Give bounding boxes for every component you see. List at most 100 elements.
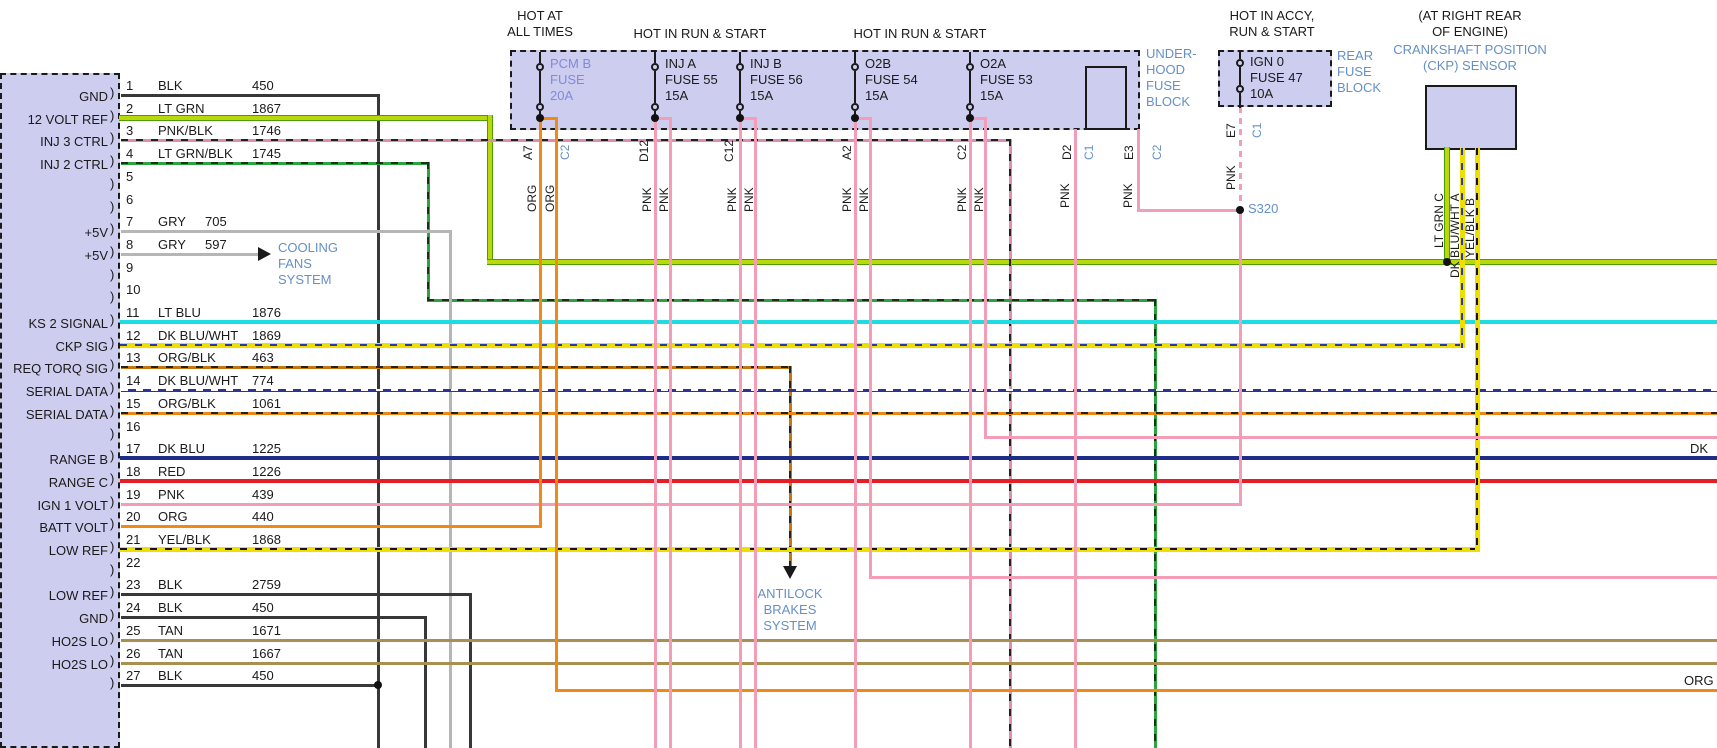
pin-number: 3 [126,123,134,138]
wire-blk-450-pin1 [120,93,380,97]
pin-wire-color: YEL/BLK [158,532,211,547]
vlabel-pnk: PNK [640,187,654,212]
header-line: RUN & START [1229,24,1315,39]
fuse-element [739,71,741,103]
pin-circuit-number: 1671 [252,623,281,638]
wire-org-pcmb-feed [554,688,1717,692]
wire-blk-450-pin24 [120,615,427,619]
wire-stripe [789,365,791,568]
pin-wire-color: GRY [158,214,186,229]
vlabel-org: ORG [525,184,539,212]
wire-stripe [120,162,430,164]
wire-stripe [1461,147,1463,348]
pin-function-label: LOW REF [48,543,108,558]
wire-pnk-e3 [1136,128,1140,212]
fuse-label: INJ A [665,56,697,71]
fuse-terminal [651,63,659,71]
wire-pnk-o2b-1 [853,116,857,748]
pin-wire-color: TAN [158,646,184,661]
fuse-label: 15A [665,88,689,103]
wire-pnk-o2a-2 [968,116,987,120]
fuse-label: 20A [550,88,574,103]
junction-dot [966,114,974,122]
pin-wire-color: DK BLU/WHT [158,328,239,343]
pin-function-label: LOW REF [48,588,108,603]
pin-circuit-number: 774 [252,373,274,388]
wire-blk-450-pin24 [423,615,427,748]
pin-circuit-number: 450 [252,668,274,683]
fuse-terminal [1236,85,1244,93]
fuse-lead [854,52,856,63]
vlabel-org: ORG [543,184,557,212]
fuse-lead [1239,52,1241,59]
arrow-down [783,566,797,579]
wire-blk-450-pin1 [376,93,380,748]
wire-orgblk-463 [120,365,792,369]
fuse-label: FUSE 54 [865,72,918,87]
pin-circuit-number: 450 [252,78,274,93]
fuse-terminal [651,103,659,111]
pin-function-label: HO2S LO [51,657,108,672]
pin-wire-color: GRY [158,237,186,252]
fuse-terminal [736,103,744,111]
fuse-label: IGN 0 [1250,54,1284,69]
edge-label-dk: DK [1690,441,1709,456]
wire-gry-705 [448,229,452,748]
pin-wire-color: BLK [158,577,183,592]
label-line: FUSE [1146,78,1181,93]
label-line: BLOCK [1146,94,1191,109]
pin-number: 26 [126,646,141,661]
vlabel-c2: C2 [955,144,969,160]
pin-wire-color: PNK/BLK [158,123,213,138]
pin-number: 23 [126,577,141,592]
vlabel-pnk: PNK [725,187,739,212]
fuse-label: 15A [980,88,1004,103]
fuse-element [654,71,656,103]
label-line: UNDER- [1146,46,1197,61]
junction-dot [736,114,744,122]
wire-org-pcmb-feed [538,116,558,120]
pin-function-label: SERIAL DATA [25,384,108,399]
vlabel-c1: C1 [1250,122,1264,138]
header-line: ALL TIMES [507,24,573,39]
header-hot-in-run-start-1: HOT IN RUN & START [634,26,767,42]
fuse-label: INJ B [750,56,782,71]
fuse-terminal [736,63,744,71]
vlabel-pnk: PNK [955,187,969,212]
wire-stripe [120,139,1012,141]
wire-tan-1667 [120,661,1717,665]
label-line: HOOD [1146,62,1185,77]
fuse-label: FUSE 56 [750,72,803,87]
label-line: (CKP) SENSOR [1423,58,1517,73]
wire-pnk-injb-1 [738,116,742,748]
fuse-terminal [851,63,859,71]
pin-bracket: ) [110,426,115,441]
pin-bracket: ) [110,221,115,236]
pin-function-label: GND [79,611,108,626]
fuse-block-cavity [1085,66,1127,130]
pin-bracket: ) [110,630,115,645]
fuse-element [1239,67,1241,85]
wire-stripe [120,366,792,368]
pin-function-label: CKP SIG [55,339,108,354]
wire-pnk-o2b-2 [868,116,872,579]
wire-yelblk-1868 [119,546,1480,552]
pin-number: 20 [126,509,141,524]
pin-function-label: GND [79,89,108,104]
fuse-lead [654,52,656,63]
pin-bracket: ) [110,335,115,350]
pin-function-label: BATT VOLT [39,520,108,535]
pin-number: 13 [126,350,141,365]
pin-bracket: ) [110,357,115,372]
wire-gry-597 [120,252,260,256]
vlabel-lt-grn-c: LT GRN C [1432,193,1446,248]
label-line: OF ENGINE) [1432,24,1508,39]
pin-number: 7 [126,214,134,229]
pin-function-label: HO2S LO [51,634,108,649]
wire-org-440 [538,116,542,528]
label-line: FANS [278,256,312,271]
pin-bracket: ) [110,199,115,214]
pin-number: 24 [126,600,141,615]
pin-wire-color: ORG/BLK [158,350,216,365]
wire-pnk-inja-2 [653,116,672,120]
